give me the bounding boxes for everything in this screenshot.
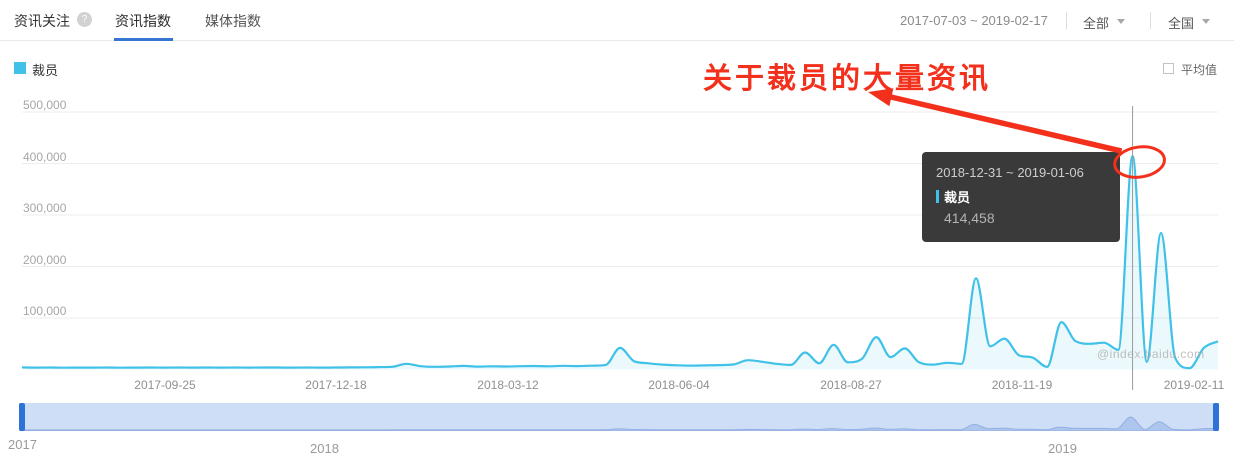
x-tick-label: 2017-09-25 (134, 378, 196, 392)
slider-year-label: 2018 (310, 441, 339, 456)
x-tick-label: 2019-02-11 (1163, 378, 1225, 392)
y-tick-label: 200,000 (23, 252, 67, 267)
tab-media-index[interactable]: 媒体指数 (205, 13, 261, 29)
divider (1066, 12, 1067, 29)
tooltip-series-color-bar (936, 190, 939, 203)
help-icon[interactable]: ? (77, 12, 92, 27)
slider-year-label: 2017 (8, 437, 37, 452)
tooltip-value: 414,458 (944, 210, 995, 226)
divider (1150, 12, 1151, 29)
x-tick-label: 2018-03-12 (477, 378, 539, 392)
caret-down-icon[interactable] (1202, 19, 1210, 24)
time-range-slider[interactable] (19, 403, 1219, 431)
y-tick-label: 100,000 (23, 304, 67, 318)
slider-right-handle[interactable] (1213, 403, 1219, 431)
region-dropdown[interactable]: 全国 (1168, 16, 1195, 31)
chart-tooltip: 2018-12-31 ~ 2019-01-06 裁员 414,458 (922, 152, 1120, 242)
channel-dropdown[interactable]: 全部 (1083, 16, 1110, 31)
x-tick-label: 2018-08-27 (820, 378, 882, 392)
y-tick-label: 300,000 (23, 201, 67, 215)
slider-mini-sparkline (21, 416, 1217, 431)
slider-year-label: 2019 (1048, 441, 1077, 456)
watermark: @index.baidu.com (1097, 347, 1205, 361)
tab-news-index[interactable]: 资讯指数 (115, 13, 171, 29)
x-tick-label: 2018-11-19 (991, 378, 1053, 392)
average-checkbox[interactable] (1163, 63, 1174, 74)
y-tick-label: 400,000 (23, 149, 67, 164)
caret-down-icon[interactable] (1117, 19, 1125, 24)
x-tick-label: 2017-12-18 (305, 378, 367, 392)
page-title: 资讯关注 (14, 13, 70, 29)
tooltip-date-range: 2018-12-31 ~ 2019-01-06 (936, 165, 1084, 180)
legend-keyword-label[interactable]: 裁员 (32, 63, 59, 78)
y-tick-label: 500,000 (23, 98, 67, 112)
annotation-text: 关于裁员的大量资讯 (703, 63, 992, 95)
average-checkbox-label[interactable]: 平均值 (1181, 63, 1218, 77)
active-tab-underline (114, 38, 173, 41)
tooltip-series-name: 裁员 (944, 190, 971, 205)
date-range-control[interactable]: 2017-07-03 ~ 2019-02-17 (900, 13, 1048, 28)
legend-color-swatch[interactable] (14, 62, 26, 74)
x-tick-label: 2018-06-04 (648, 378, 710, 392)
header: 资讯关注 ? 资讯指数 媒体指数 2017-07-03 ~ 2019-02-17… (0, 0, 1234, 41)
slider-left-handle[interactable] (19, 403, 25, 431)
